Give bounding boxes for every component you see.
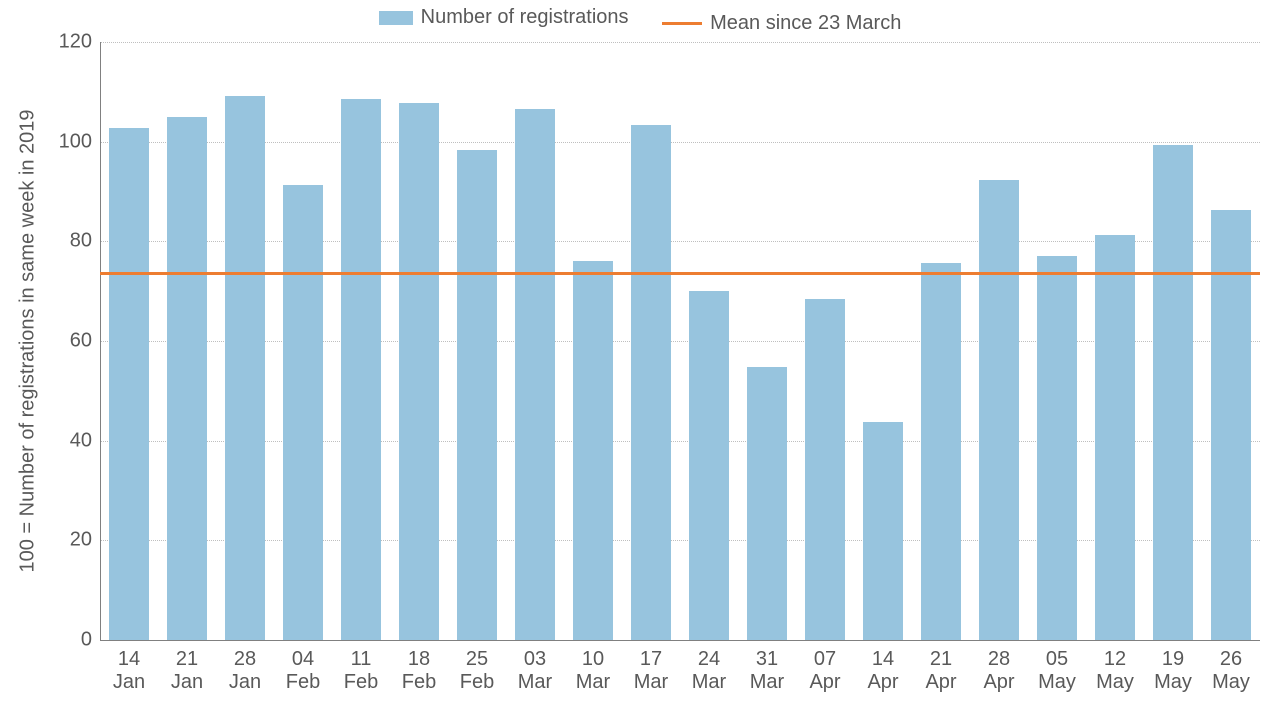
bar: [399, 103, 438, 640]
x-tick-label: 25 Feb: [448, 648, 506, 694]
x-tick-label: 05 May: [1028, 648, 1086, 694]
gridline: [100, 142, 1260, 143]
bar: [979, 180, 1018, 640]
gridline: [100, 640, 1260, 641]
legend-line-mean: [662, 22, 702, 25]
legend-swatch-bar: [379, 11, 413, 25]
bar: [631, 125, 670, 640]
legend-item-mean: Mean since 23 March: [662, 12, 901, 35]
legend-label-mean: Mean since 23 March: [710, 12, 901, 35]
gridline: [100, 42, 1260, 43]
mean-line: [100, 272, 1260, 275]
bar: [747, 367, 786, 640]
x-tick-label: 14 Apr: [854, 648, 912, 694]
x-tick-label: 31 Mar: [738, 648, 796, 694]
bar: [515, 109, 554, 640]
x-tick-label: 28 Apr: [970, 648, 1028, 694]
x-tick-label: 04 Feb: [274, 648, 332, 694]
bar: [167, 117, 206, 640]
x-tick-label: 14 Jan: [100, 648, 158, 694]
bar: [689, 291, 728, 640]
bar: [921, 263, 960, 640]
y-tick-label: 100: [52, 130, 92, 153]
x-tick-label: 07 Apr: [796, 648, 854, 694]
bar: [805, 299, 844, 640]
y-tick-label: 40: [52, 429, 92, 452]
x-tick-label: 19 May: [1144, 648, 1202, 694]
x-tick-label: 18 Feb: [390, 648, 448, 694]
gridline: [100, 241, 1260, 242]
x-tick-label: 21 Apr: [912, 648, 970, 694]
y-axis-line: [100, 42, 101, 640]
chart-container: Number of registrations Mean since 23 Ma…: [0, 0, 1280, 720]
x-tick-label: 28 Jan: [216, 648, 274, 694]
gridline: [100, 540, 1260, 541]
bar: [457, 150, 496, 640]
bar: [1095, 235, 1134, 640]
y-tick-label: 120: [52, 31, 92, 54]
bar: [1153, 145, 1192, 640]
y-tick-label: 20: [52, 529, 92, 552]
y-tick-label: 60: [52, 330, 92, 353]
x-tick-label: 10 Mar: [564, 648, 622, 694]
bar: [283, 185, 322, 640]
x-tick-label: 12 May: [1086, 648, 1144, 694]
legend-item-bars: Number of registrations: [379, 6, 629, 29]
bar: [225, 96, 264, 640]
y-tick-label: 80: [52, 230, 92, 253]
gridline: [100, 341, 1260, 342]
bar: [863, 422, 902, 640]
bar: [341, 99, 380, 640]
x-tick-label: 17 Mar: [622, 648, 680, 694]
bar: [573, 261, 612, 640]
x-tick-label: 11 Feb: [332, 648, 390, 694]
x-tick-label: 21 Jan: [158, 648, 216, 694]
bar: [109, 128, 148, 640]
x-tick-label: 03 Mar: [506, 648, 564, 694]
gridline: [100, 441, 1260, 442]
plot-area: [100, 42, 1260, 640]
y-tick-label: 0: [52, 629, 92, 652]
legend: Number of registrations Mean since 23 Ma…: [0, 6, 1280, 35]
x-tick-label: 24 Mar: [680, 648, 738, 694]
bar: [1037, 256, 1076, 640]
y-axis-title: 100 = Number of registrations in same we…: [17, 109, 40, 572]
legend-label-bars: Number of registrations: [421, 6, 629, 29]
x-tick-label: 26 May: [1202, 648, 1260, 694]
